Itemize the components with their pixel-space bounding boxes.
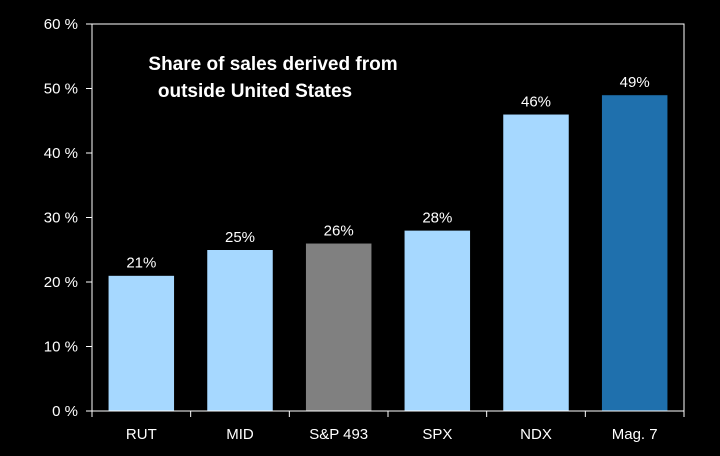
bar-6 <box>601 94 668 412</box>
bar-5 <box>502 114 570 412</box>
x-tick-label-3: S&P 493 <box>309 426 368 443</box>
y-tick-label-20: 20 % <box>44 274 78 291</box>
data-label-2: 25% <box>225 229 255 246</box>
y-tick-label-50: 50 % <box>44 81 78 98</box>
x-tick-label-5: NDX <box>520 426 552 443</box>
bar-2 <box>206 249 274 412</box>
chart-title-line-2: outside United States <box>158 81 352 102</box>
bar-1 <box>108 275 175 412</box>
x-tick-label-6: Mag. 7 <box>612 426 658 443</box>
chart-title-line-1: Share of sales derived from <box>148 54 397 75</box>
y-tick-label-60: 60 % <box>44 16 78 33</box>
data-label-1: 21% <box>126 255 156 272</box>
x-tick-label-2: MID <box>226 426 254 443</box>
y-tick-label-10: 10 % <box>44 339 78 356</box>
y-tick-label-0: 0 % <box>52 403 78 420</box>
y-tick-label-30: 30 % <box>44 210 78 227</box>
data-label-4: 28% <box>422 209 452 226</box>
data-label-5: 46% <box>521 93 551 110</box>
bars <box>108 94 668 412</box>
x-axis-labels: RUT MID S&P 493 SPX NDX Mag. 7 <box>91 411 685 443</box>
chart-title: Share of sales derived from outside Unit… <box>148 54 397 102</box>
bar-3 <box>305 243 372 412</box>
data-label-3: 26% <box>324 222 354 239</box>
plot-frame <box>91 23 685 412</box>
bar-4 <box>404 230 471 412</box>
plot-border <box>91 23 685 412</box>
y-axis-ticks: 0 % 10 % 20 % 30 % 40 % 50 % 60 % <box>44 16 92 420</box>
data-labels: 21% 25% 26% 28% 46% 49% <box>126 74 649 272</box>
y-tick-label-40: 40 % <box>44 145 78 162</box>
data-label-6: 49% <box>620 74 650 91</box>
x-tick-label-1: RUT <box>126 426 157 443</box>
x-tick-label-4: SPX <box>422 426 452 443</box>
